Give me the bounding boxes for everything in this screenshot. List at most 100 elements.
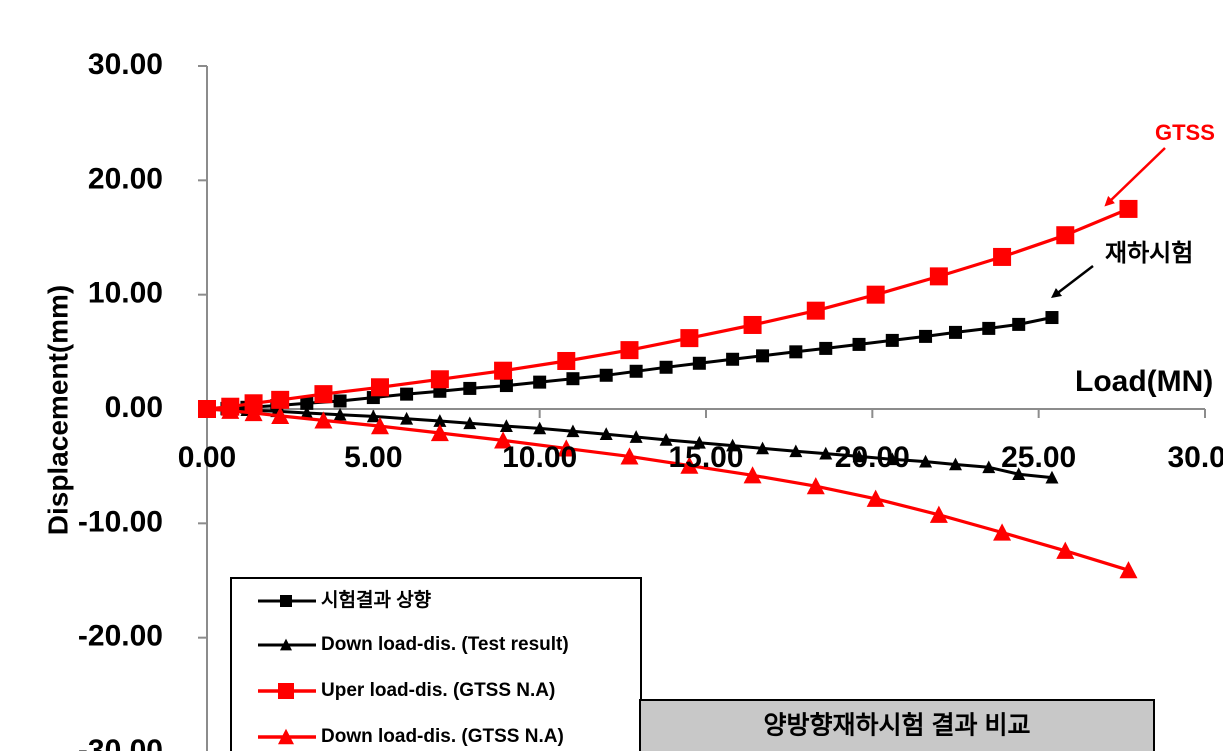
data-point: [929, 267, 948, 286]
legend-marker: [280, 595, 292, 607]
x-tick-label: 25.00: [1001, 441, 1076, 474]
legend-marker: [280, 638, 292, 651]
legend-marker: [278, 683, 294, 699]
data-point: [1012, 467, 1026, 481]
data-point: [1012, 317, 1026, 331]
data-point: [692, 435, 706, 449]
legend-label: 시험결과 상향: [321, 589, 432, 611]
data-point: [885, 452, 899, 466]
tick-labels: 30.00 20.00 10.00 0.00 -10.00 -20.00 -30.00 0.0…: [78, 48, 1223, 751]
legend-label: Down load-dis. (Test result): [321, 634, 569, 655]
y-tick-label: -20.00: [78, 620, 163, 653]
data-point: [919, 454, 933, 468]
data-point: [300, 396, 314, 410]
data-point: [866, 285, 885, 304]
data-point: [314, 385, 333, 404]
data-point: [620, 341, 639, 360]
data-point: [806, 301, 825, 320]
data-point: [726, 438, 740, 452]
data-point: [929, 505, 948, 523]
series-0: [200, 311, 1059, 416]
annotation-gtss-text: GTSS: [1155, 120, 1215, 145]
data-point: [726, 352, 740, 366]
annotation-load-test-arrow: [1051, 265, 1094, 299]
data-point: [433, 414, 447, 427]
data-point: [680, 329, 699, 348]
legend-box: [230, 577, 642, 751]
data-point: [1119, 561, 1138, 579]
data-point: [599, 427, 613, 441]
annotation-load-test-text: 재하시험: [1105, 240, 1193, 267]
data-point: [949, 325, 962, 339]
data-point: [982, 321, 996, 335]
series-2: [198, 199, 1138, 418]
data-point: [629, 430, 643, 443]
data-point: [756, 349, 770, 363]
data-point: [852, 449, 866, 463]
data-point: [1056, 541, 1075, 559]
data-point: [1045, 311, 1059, 325]
data-point: [494, 431, 513, 449]
data-point: [244, 394, 263, 413]
y-tick-label: 0.00: [105, 391, 163, 424]
data-point: [271, 390, 290, 409]
annotation-gtss-arrow: [1104, 147, 1166, 207]
data-point: [370, 378, 389, 397]
chart-title-box: 양방향재하시험 결과 비교: [639, 699, 1155, 751]
data-point: [982, 460, 996, 474]
data-point: [557, 439, 576, 457]
data-point: [692, 356, 706, 370]
data-point: [463, 416, 477, 430]
series-1: [200, 402, 1059, 484]
data-point: [789, 345, 803, 359]
data-point: [244, 403, 263, 422]
data-point: [198, 399, 216, 418]
x-tick-label: 0.00: [178, 441, 236, 474]
data-point: [430, 423, 449, 442]
data-point: [366, 409, 380, 423]
data-point: [659, 433, 673, 446]
series-layer: [198, 199, 1138, 579]
data-point: [599, 368, 613, 382]
data-point: [1045, 470, 1059, 484]
legend-label: Uper load-dis. (GTSS N.A): [321, 680, 555, 701]
data-point: [852, 337, 866, 351]
series-line: [206, 407, 1129, 572]
series-line: [206, 207, 1130, 411]
data-point: [629, 364, 643, 378]
data-point: [620, 447, 639, 465]
data-point: [221, 401, 240, 419]
legend-marker: [278, 728, 294, 745]
data-point: [271, 406, 290, 424]
x-axis-label: Load(MN): [1075, 365, 1213, 398]
legend-item: Uper load-dis. (GTSS N.A): [258, 680, 555, 701]
x-tick-label: 20.00: [835, 441, 910, 474]
annotation-gtss: GTSS: [1104, 120, 1215, 207]
legend-item: Down load-dis. (Test result): [258, 634, 569, 655]
data-point: [806, 477, 825, 495]
chart-title-background: [639, 699, 1155, 751]
data-point: [533, 421, 547, 435]
x-tick-label: 10.00: [502, 441, 577, 474]
data-point: [885, 333, 899, 347]
data-point: [993, 247, 1012, 266]
data-point: [756, 441, 770, 455]
annotation-load-test: 재하시험: [1051, 240, 1193, 299]
legend-item: Down load-dis. (GTSS N.A): [258, 726, 564, 747]
data-point: [463, 381, 477, 395]
data-point: [400, 387, 414, 401]
data-point: [499, 379, 513, 393]
data-point: [566, 372, 580, 386]
y-axis-label: Displacement(mm): [42, 285, 73, 536]
data-point: [659, 360, 673, 374]
legend: 시험결과 상향 Down load-dis. (Test result) Uper …: [230, 577, 642, 751]
data-point: [866, 489, 885, 507]
data-point: [430, 370, 449, 389]
x-tick-label: 15.00: [668, 441, 743, 474]
y-tick-label: 10.00: [88, 277, 163, 310]
data-point: [1056, 226, 1075, 245]
data-point: [300, 406, 314, 419]
legend-item: 시험결과 상향: [258, 589, 432, 611]
data-point: [680, 456, 699, 474]
